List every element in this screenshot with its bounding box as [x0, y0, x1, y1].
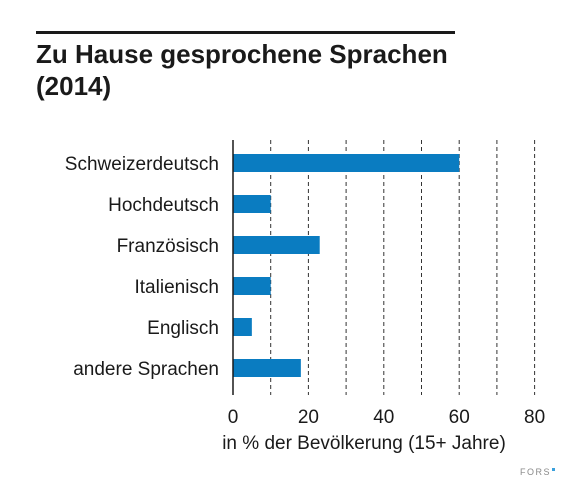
x-tick-labels: 0 20 40 60 80 — [228, 407, 545, 428]
bar-4 — [233, 277, 271, 295]
category-label-1: Schweizerdeutsch — [65, 154, 219, 175]
bar-1 — [233, 154, 460, 172]
x-tick-label-80: 80 — [524, 407, 545, 428]
gridlines — [270, 140, 536, 395]
category-label-4: Italienisch — [135, 277, 220, 298]
bars — [233, 154, 460, 377]
category-label-5: Englisch — [147, 318, 219, 339]
title-rule — [36, 31, 455, 34]
bar-5 — [233, 318, 252, 336]
x-axis-label: in % der Bevölkerung (15+ Jahre) — [222, 433, 506, 454]
chart-title-line-2: (2014) — [36, 71, 112, 101]
fors-logo-text: FORS — [519, 467, 551, 477]
x-tick-label-0: 0 — [228, 407, 239, 428]
x-tick-label-20: 20 — [298, 407, 319, 428]
category-label-6: andere Sprachen — [73, 359, 219, 380]
x-tick-label-40: 40 — [373, 407, 394, 428]
category-labels: Schweizerdeutsch Hochdeutsch Französisch It… — [65, 154, 219, 380]
bar-2 — [233, 195, 271, 213]
bar-3 — [233, 236, 320, 254]
category-label-2: Hochdeutsch — [108, 195, 219, 216]
x-tick-label-60: 60 — [449, 407, 470, 428]
fors-logo: FORS — [520, 467, 555, 477]
chart-title: Zu Hause gesprochene Sprachen (2014) — [36, 38, 506, 102]
category-label-3: Französisch — [117, 236, 219, 257]
fors-logo-dot — [552, 468, 555, 471]
bar-6 — [233, 359, 301, 377]
chart-title-line-1: Zu Hause gesprochene Sprachen — [36, 39, 448, 69]
